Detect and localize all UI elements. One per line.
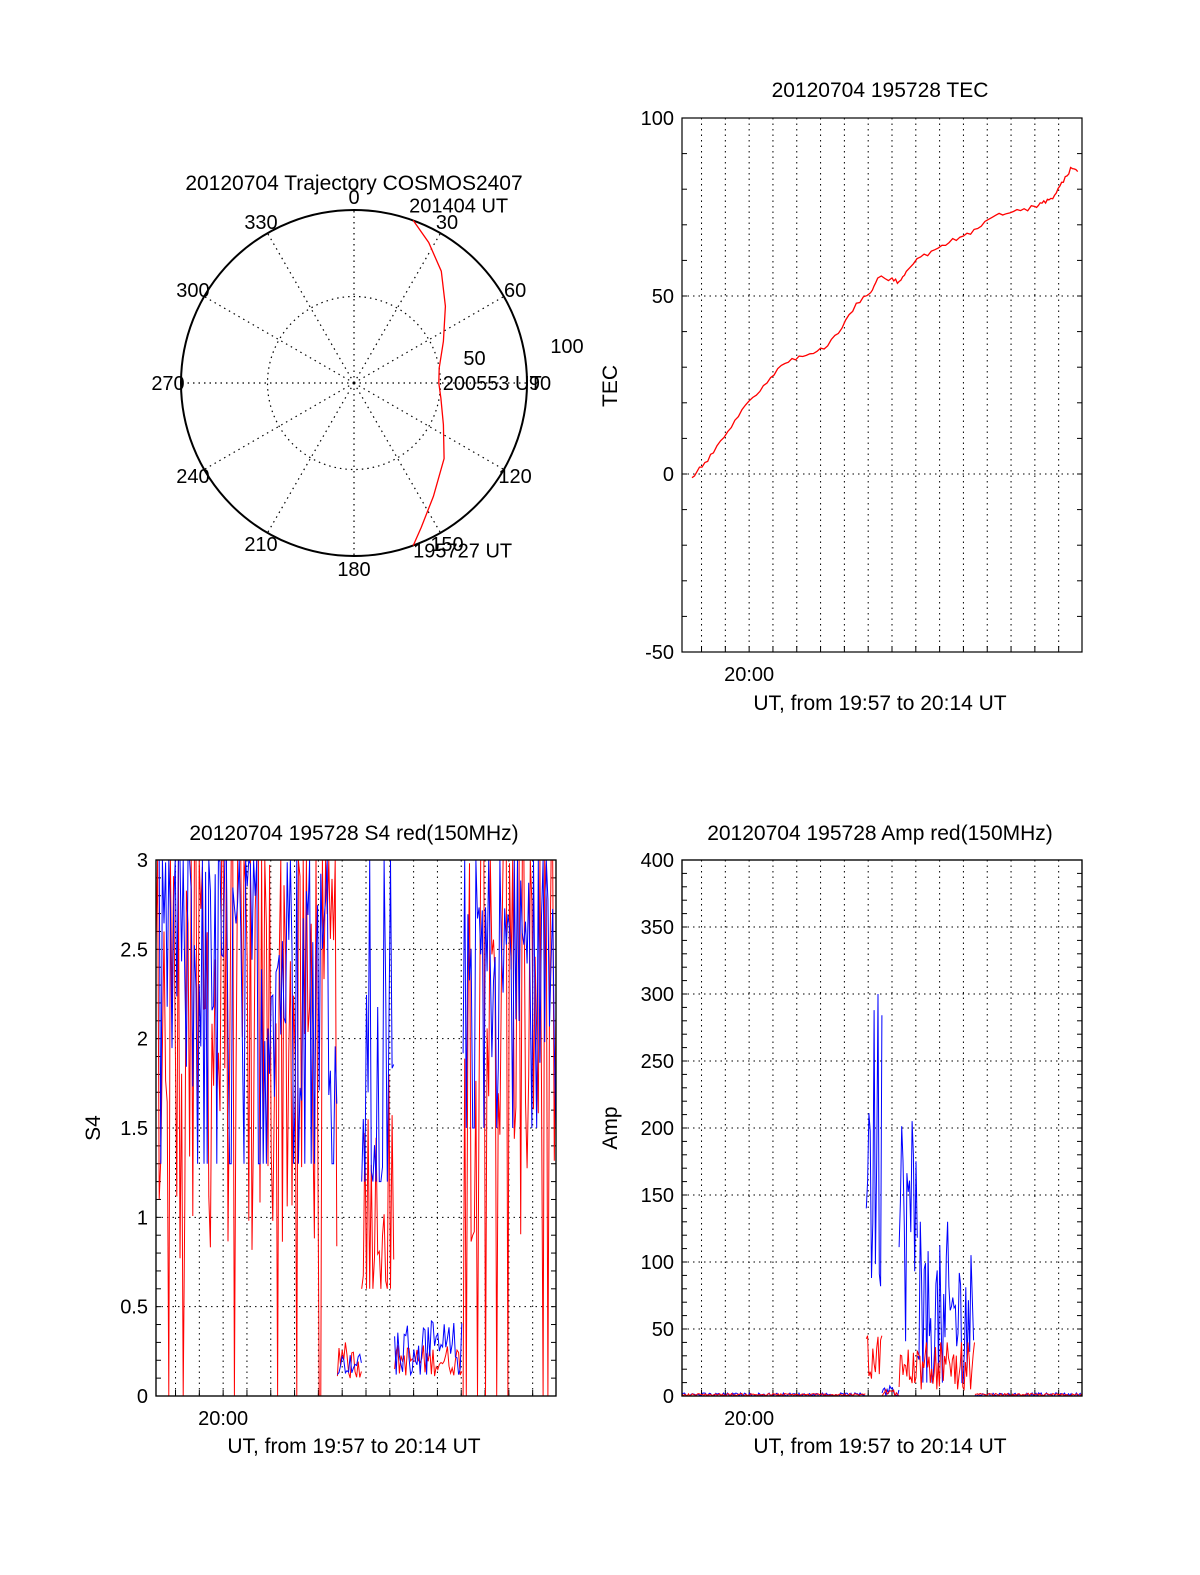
- plot-frame: [681, 859, 1083, 1397]
- amp-red-series: [682, 1392, 866, 1396]
- y-tick-label: 300: [641, 984, 674, 1006]
- polar-spoke: [353, 295, 505, 384]
- polar-azimuth-label: 240: [176, 466, 209, 488]
- polar-azimuth-label: 300: [176, 280, 209, 302]
- amp-xlabel: UT, from 19:57 to 20:14 UT: [753, 1435, 1006, 1458]
- plot-frame-top: [681, 859, 1083, 1397]
- y-tick-label: 1.5: [120, 1118, 148, 1140]
- tec-chart: 20120704 195728 TEC UT, from 19:57 to 20…: [599, 79, 1083, 715]
- polar-azimuth-label: 30: [436, 212, 458, 234]
- polar-azimuth-label: 270: [151, 373, 184, 395]
- amp-blue-series: [881, 1384, 900, 1396]
- amp-red-series: [881, 1388, 900, 1396]
- polar-azimuth-label: 60: [504, 280, 526, 302]
- polar-azimuth-label: 210: [244, 534, 277, 556]
- s4-blue-series: [361, 860, 395, 1183]
- polar-azimuth-label: 330: [244, 212, 277, 234]
- y-tick-label: 150: [641, 1185, 674, 1207]
- s4-xlabel: UT, from 19:57 to 20:14 UT: [227, 1435, 480, 1458]
- amp-blue-series: [898, 1121, 918, 1342]
- polar-azimuth-label: 120: [498, 466, 531, 488]
- polar-ring-label: 100: [550, 336, 583, 358]
- amp-red-series: [865, 1335, 883, 1379]
- y-tick-label: -50: [645, 642, 674, 664]
- polar-spoke: [203, 382, 355, 471]
- y-tick-label: 350: [641, 917, 674, 939]
- trajectory-time-label: 195727 UT: [413, 541, 512, 563]
- amp-blue-series: [865, 993, 883, 1287]
- trajectory-time-label: 200553 UT: [443, 373, 542, 395]
- x-tick-label: 20:00: [724, 664, 774, 686]
- tec-xlabel: UT, from 19:57 to 20:14 UT: [753, 692, 1006, 715]
- s4-red-series: [336, 1342, 362, 1379]
- y-tick-label: 0: [137, 1386, 148, 1408]
- polar-azimuth-label: 90: [529, 373, 551, 395]
- polar-azimuth-label: 0: [348, 187, 359, 209]
- y-tick-label: 0.5: [120, 1297, 148, 1319]
- y-tick-label: 0: [663, 1386, 674, 1408]
- s4-ylabel: S4: [82, 1115, 105, 1141]
- polar-spoke: [353, 232, 442, 384]
- amp-red-series: [898, 1342, 975, 1392]
- y-tick-label: 50: [652, 1319, 674, 1341]
- polar-ring-50: [266, 295, 442, 471]
- trajectory-time-label: 201404 UT: [409, 195, 508, 217]
- polar-spoke: [353, 382, 442, 534]
- polar-title: 20120704 Trajectory COSMOS2407: [185, 172, 522, 195]
- polar-spoke: [266, 382, 355, 534]
- y-tick-label: 1: [137, 1207, 148, 1229]
- y-tick-label: 100: [641, 1252, 674, 1274]
- tec-title: 20120704 195728 TEC: [772, 79, 989, 102]
- s4-blue-series: [337, 1353, 362, 1375]
- plot-frame: [681, 117, 1083, 653]
- y-tick-label: 250: [641, 1051, 674, 1073]
- y-tick-label: 400: [641, 850, 674, 872]
- polar-spoke: [203, 295, 355, 384]
- y-tick-label: 0: [663, 464, 674, 486]
- s4-blue-series: [394, 1319, 463, 1377]
- polar-azimuth-label: 180: [337, 559, 370, 581]
- tec-series-line: [691, 166, 1079, 479]
- amp-ylabel: Amp: [599, 1106, 622, 1149]
- polar-trajectory-chart: 20120704 Trajectory COSMOS2407 0 30 60 90 12…: [151, 172, 583, 581]
- trajectory-line: [412, 220, 447, 546]
- amp-title: 20120704 195728 Amp red(150MHz): [707, 822, 1053, 845]
- amp-blue-series: [917, 1221, 975, 1384]
- y-tick-label: 50: [652, 286, 674, 308]
- polar-ring-label: 50: [463, 348, 485, 370]
- polar-spoke: [353, 382, 505, 471]
- plot-frame-top: [155, 859, 557, 1397]
- polar-azimuth-label: 150: [430, 534, 463, 556]
- polar-spoke: [266, 232, 355, 384]
- s4-chart: 20120704 195728 S4 red(150MHz) UT, from …: [82, 822, 557, 1458]
- amp-chart: 20120704 195728 Amp red(150MHz) UT, from…: [599, 822, 1083, 1458]
- s4-red-series: [361, 1074, 395, 1289]
- polar-outer-ring: [180, 209, 528, 557]
- y-tick-label: 2: [137, 1029, 148, 1051]
- y-tick-label: 100: [641, 108, 674, 130]
- amp-red-series: [974, 1392, 1082, 1396]
- s4-blue-series: [462, 860, 556, 1129]
- x-tick-label: 20:00: [198, 1408, 248, 1430]
- y-tick-label: 200: [641, 1118, 674, 1140]
- amp-blue-series: [974, 1391, 1082, 1396]
- y-tick-label: 2.5: [120, 939, 148, 961]
- x-tick-label: 20:00: [724, 1408, 774, 1430]
- tec-ylabel: TEC: [599, 365, 622, 407]
- s4-blue-series: [156, 860, 338, 1165]
- s4-red-series: [156, 860, 338, 1396]
- s4-red-series: [394, 1345, 463, 1377]
- y-tick-label: 3: [137, 850, 148, 872]
- s4-title: 20120704 195728 S4 red(150MHz): [189, 822, 518, 845]
- s4-red-series: [462, 860, 556, 1396]
